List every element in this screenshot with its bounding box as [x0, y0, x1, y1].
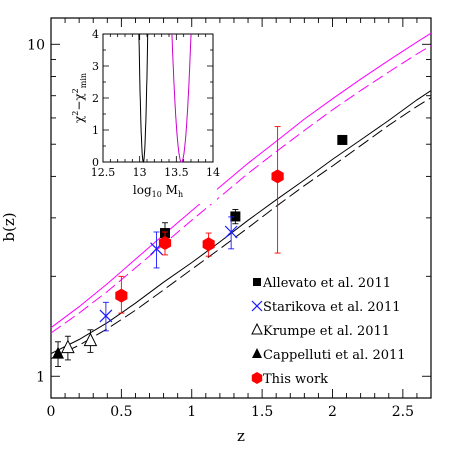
model-curve [50, 45, 432, 334]
marker-cross [224, 225, 238, 239]
marker-filled-hexagon [202, 237, 215, 252]
marker-cross [251, 300, 263, 312]
inset-x-tick-label: 13 [133, 166, 147, 179]
model-curve [50, 32, 432, 329]
x-tick-label: 0.5 [110, 404, 132, 420]
inset-x-axis-label: log10 Mh [133, 183, 183, 199]
legend-label: Krumpe et al. 2011 [263, 324, 390, 339]
main-y-axis-label: b(z) [0, 212, 18, 241]
series-group [61, 329, 98, 361]
inset-y-axis-label: χ2−χ2min [71, 73, 88, 123]
legend: Allevato et al. 2011 Starikova et al. 201… [251, 276, 406, 387]
series-group [52, 341, 65, 367]
x-tick-label: 2.5 [392, 404, 414, 420]
marker-filled-triangle [252, 348, 262, 358]
model-curve [50, 90, 432, 355]
series-group [115, 126, 284, 314]
marker-cross [99, 309, 113, 323]
legend-label: Allevato et al. 2011 [262, 276, 391, 291]
inset-background [99, 30, 217, 204]
marker-open-triangle [251, 322, 263, 335]
marker-filled-triangle [52, 346, 65, 359]
inset-y-tick-label: 4 [92, 28, 99, 41]
inset-y-tick-label: 0 [92, 156, 99, 169]
marker-filled-hexagon [158, 236, 172, 250]
legend-label: Cappelluti et al. 2011 [263, 348, 406, 363]
x-tick-label: 2 [328, 404, 337, 420]
inset-y-tick-label: 2 [92, 92, 99, 105]
inset-chi2-curve [171, 33, 192, 163]
y-tick-label: 1 [36, 369, 45, 385]
marker-filled-hexagon [115, 288, 128, 303]
x-tick-label: 0 [47, 404, 56, 420]
marker-open-triangle [61, 339, 75, 354]
marker-filled-square [253, 278, 261, 286]
inset-chi2-curve [138, 33, 149, 163]
inset-y-tick-label: 1 [92, 124, 99, 137]
marker-filled-hexagon [251, 372, 263, 384]
x-tick-label: 1 [187, 404, 196, 420]
marker-filled-hexagon [271, 169, 284, 184]
model-curve [50, 97, 432, 360]
legend-label: This work [263, 372, 328, 387]
marker-open-triangle [83, 332, 98, 347]
main-x-axis-label: z [237, 427, 245, 445]
main-plot-frame [50, 17, 432, 399]
y-tick-label: 10 [27, 37, 45, 53]
inset-x-tick-label: 13.5 [164, 166, 189, 179]
inset-y-tick-label: 3 [92, 60, 99, 73]
inset-x-tick-label: 12.5 [91, 166, 116, 179]
x-tick-label: 1.5 [251, 404, 273, 420]
inset-plot: 12.5 13 13.5 14 0 1 2 3 4 log10 Mh χ2−χ2min [71, 28, 220, 204]
marker-filled-square [230, 211, 241, 222]
inset-x-tick-label: 14 [206, 166, 220, 179]
marker-filled-square [337, 134, 348, 145]
legend-label: Starikova et al. 2011 [263, 300, 401, 315]
